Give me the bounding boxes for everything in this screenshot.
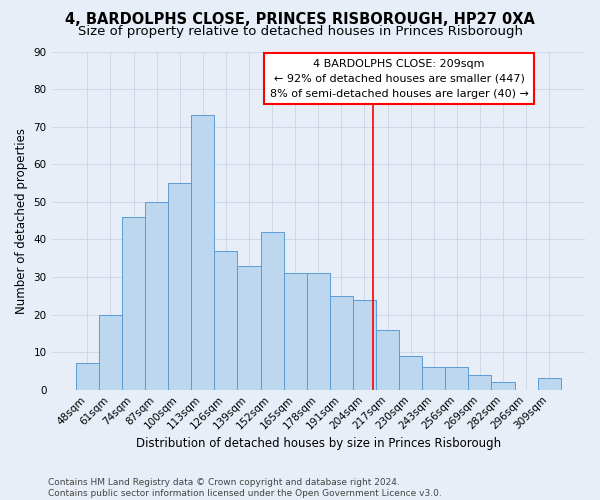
Bar [284,273,307,390]
Bar [491,382,515,390]
Bar [538,378,561,390]
Text: Contains HM Land Registry data © Crown copyright and database right 2024.
Contai: Contains HM Land Registry data © Crown c… [48,478,442,498]
Bar [191,116,214,390]
Bar [307,273,330,390]
Bar [122,217,145,390]
Bar [399,356,422,390]
Bar [168,183,191,390]
X-axis label: Distribution of detached houses by size in Princes Risborough: Distribution of detached houses by size … [136,437,501,450]
Bar [99,314,122,390]
Bar [214,250,238,390]
Y-axis label: Number of detached properties: Number of detached properties [15,128,28,314]
Bar [76,364,99,390]
Bar [260,232,284,390]
Text: 4 BARDOLPHS CLOSE: 209sqm
← 92% of detached houses are smaller (447)
8% of semi-: 4 BARDOLPHS CLOSE: 209sqm ← 92% of detac… [269,59,529,98]
Bar [330,296,353,390]
Bar [422,367,445,390]
Bar [445,367,469,390]
Bar [469,374,491,390]
Bar [353,300,376,390]
Text: Size of property relative to detached houses in Princes Risborough: Size of property relative to detached ho… [77,25,523,38]
Bar [145,202,168,390]
Text: 4, BARDOLPHS CLOSE, PRINCES RISBOROUGH, HP27 0XA: 4, BARDOLPHS CLOSE, PRINCES RISBOROUGH, … [65,12,535,28]
Bar [376,330,399,390]
Bar [238,266,260,390]
